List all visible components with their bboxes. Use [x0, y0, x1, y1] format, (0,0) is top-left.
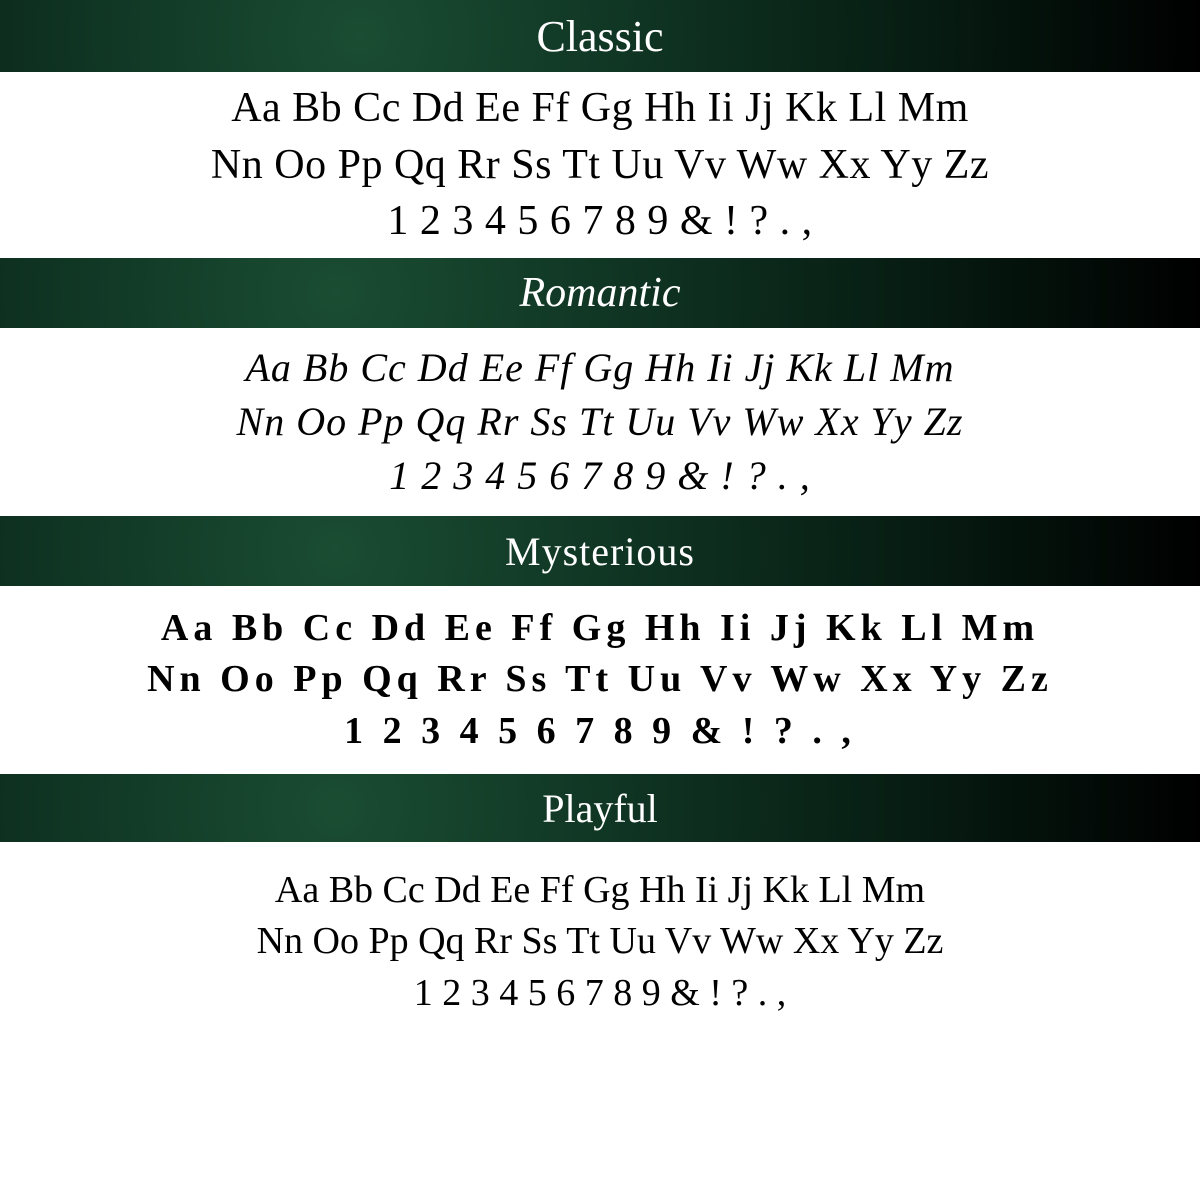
section-title: Classic — [536, 11, 663, 62]
section-header-classic: Classic — [0, 0, 1200, 72]
sample-line-3: 1 2 3 4 5 6 7 8 9 & ! ? . , — [40, 968, 1160, 1019]
font-section-romantic: Romantic Aa Bb Cc Dd Ee Ff Gg Hh Ii Jj K… — [0, 258, 1200, 516]
sample-line-1: Aa Bb Cc Dd Ee Ff Gg Hh Ii Jj Kk Ll Mm — [40, 80, 1160, 137]
section-title: Romantic — [520, 269, 681, 317]
sample-line-3: 1 2 3 4 5 6 7 8 9 & ! ? . , — [40, 193, 1160, 250]
section-title: Mysterious — [505, 528, 695, 575]
sample-line-3: 1 2 3 4 5 6 7 8 9 & ! ? . , — [40, 449, 1160, 503]
sample-line-2: Nn Oo Pp Qq Rr Ss Tt Uu Vv Ww Xx Yy Zz — [40, 654, 1160, 705]
sample-line-1: Aa Bb Cc Dd Ee Ff Gg Hh Ii Jj Kk Ll Mm — [40, 865, 1160, 916]
font-sample-playful: Aa Bb Cc Dd Ee Ff Gg Hh Ii Jj Kk Ll Mm N… — [0, 842, 1200, 1042]
sample-line-2: Nn Oo Pp Qq Rr Ss Tt Uu Vv Ww Xx Yy Zz — [40, 916, 1160, 967]
section-title: Playful — [542, 785, 658, 832]
sample-line-1: Aa Bb Cc Dd Ee Ff Gg Hh Ii Jj Kk Ll Mm — [40, 341, 1160, 395]
sample-line-1: Aa Bb Cc Dd Ee Ff Gg Hh Ii Jj Kk Ll Mm — [40, 603, 1160, 654]
font-section-classic: Classic Aa Bb Cc Dd Ee Ff Gg Hh Ii Jj Kk… — [0, 0, 1200, 258]
sample-line-2: Nn Oo Pp Qq Rr Ss Tt Uu Vv Ww Xx Yy Zz — [40, 137, 1160, 194]
font-section-mysterious: Mysterious Aa Bb Cc Dd Ee Ff Gg Hh Ii Jj… — [0, 516, 1200, 774]
font-sample-mysterious: Aa Bb Cc Dd Ee Ff Gg Hh Ii Jj Kk Ll Mm N… — [0, 586, 1200, 774]
font-sample-classic: Aa Bb Cc Dd Ee Ff Gg Hh Ii Jj Kk Ll Mm N… — [0, 72, 1200, 258]
font-section-playful: Playful Aa Bb Cc Dd Ee Ff Gg Hh Ii Jj Kk… — [0, 774, 1200, 1042]
section-header-romantic: Romantic — [0, 258, 1200, 328]
section-header-playful: Playful — [0, 774, 1200, 842]
sample-line-3: 1 2 3 4 5 6 7 8 9 & ! ? . , — [40, 706, 1160, 757]
section-header-mysterious: Mysterious — [0, 516, 1200, 586]
font-sample-romantic: Aa Bb Cc Dd Ee Ff Gg Hh Ii Jj Kk Ll Mm N… — [0, 328, 1200, 516]
sample-line-2: Nn Oo Pp Qq Rr Ss Tt Uu Vv Ww Xx Yy Zz — [40, 395, 1160, 449]
